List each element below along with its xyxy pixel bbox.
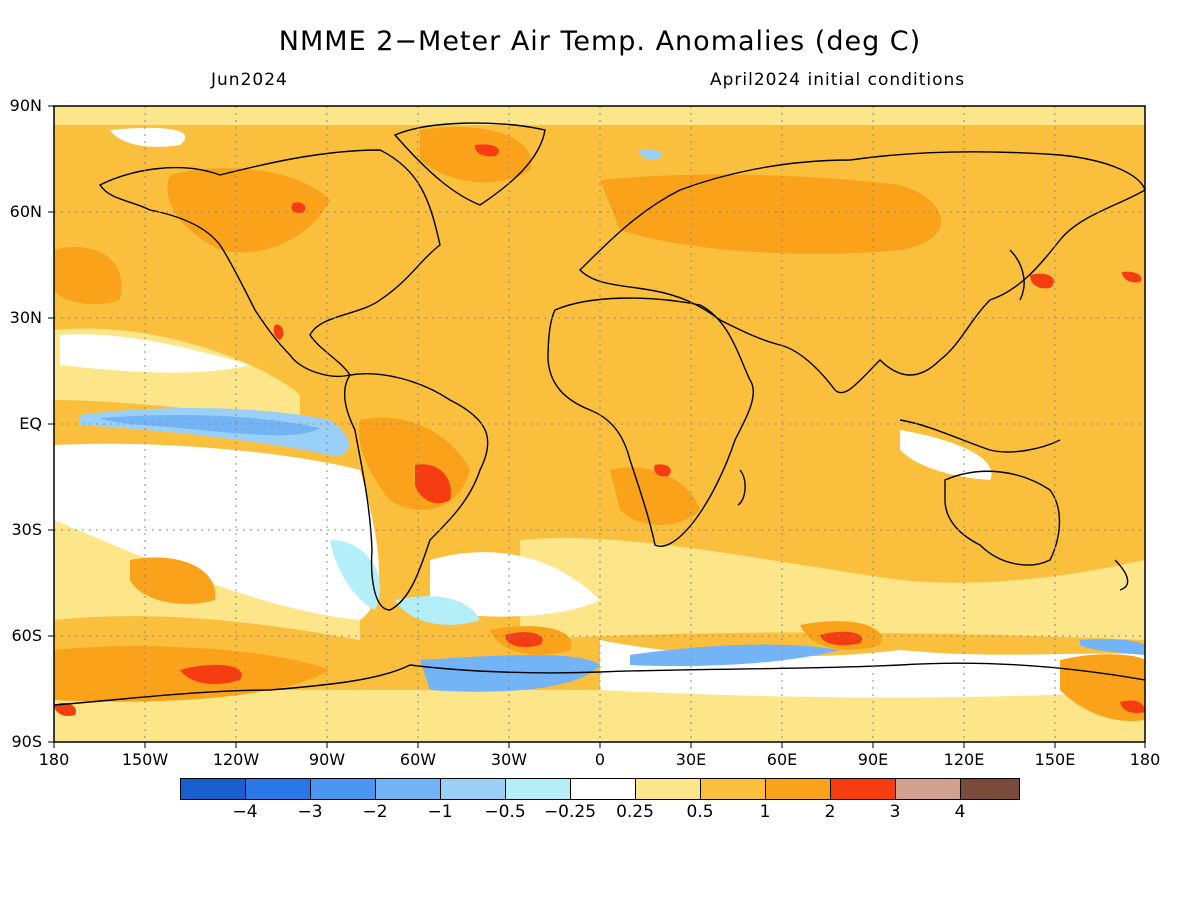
lon-label-180e: 180	[1129, 750, 1161, 769]
lon-label-90w: 90W	[308, 750, 346, 769]
colorbar-label: 1	[759, 802, 771, 822]
axis-ticks	[48, 105, 1146, 748]
warm-eurasia	[600, 174, 942, 254]
colorbar-label: −0.25	[543, 802, 597, 822]
lon-label-90e: 90E	[857, 750, 889, 769]
hot-antarctic-east	[1120, 700, 1145, 714]
lat-label-30n: 30N	[9, 308, 42, 327]
cool-chile-coast	[330, 540, 380, 610]
colorbar-swatch-8	[635, 778, 701, 800]
arctic-light-warm	[54, 106, 1145, 125]
initial-conditions: April2024 initial conditions	[710, 70, 966, 90]
coast-north-america	[98, 149, 441, 377]
coast-new-zealand	[1114, 559, 1129, 591]
coastlines	[54, 122, 1145, 706]
colorbar-label: −4	[232, 802, 258, 822]
colorbar-swatch-11	[830, 778, 896, 800]
lat-label-30s: 30S	[11, 520, 42, 539]
colorbar-label: −3	[297, 802, 323, 822]
warm-greenland	[420, 126, 532, 183]
lon-label-60w: 60W	[399, 750, 437, 769]
forecast-month: Jun2024	[211, 70, 288, 90]
neutral-south-atlantic	[430, 552, 600, 617]
map-title: NMME 2−Meter Air Temp. Anomalies (deg C)	[278, 26, 922, 57]
hot-japan	[1030, 273, 1054, 289]
colorbar-swatch-5	[440, 778, 506, 800]
colorbar-label: 0.25	[616, 802, 654, 822]
lon-label-30w: 30W	[490, 750, 528, 769]
hot-antarctic-west	[54, 703, 76, 716]
coast-japan	[1009, 249, 1025, 301]
colorbar-swatch-7	[570, 778, 636, 800]
colorbar-label: −0.5	[484, 802, 526, 822]
hot-amundsen	[180, 664, 242, 685]
hot-north-pacific-east	[1122, 271, 1142, 283]
hot-mexico	[273, 324, 284, 340]
colorbar-swatch-4	[375, 778, 441, 800]
colorbar-label: −2	[362, 802, 388, 822]
colorbar-swatch-6	[505, 778, 571, 800]
southern-ocean-light-warm	[520, 538, 1145, 640]
warm-southern-africa	[610, 467, 700, 525]
coast-madagascar	[737, 469, 746, 506]
cool-ross-sea	[1080, 639, 1145, 655]
warm-south-pacific	[130, 557, 216, 604]
hot-central-africa	[654, 464, 671, 477]
colorbar-label: 0.5	[686, 802, 714, 822]
lon-label-30e: 30E	[675, 750, 707, 769]
cool-southern-indian	[630, 644, 840, 667]
cool-arctic-patch	[639, 149, 663, 160]
coast-indonesia	[899, 419, 1061, 453]
neutral-indonesia	[900, 430, 992, 480]
colorbar-label: −1	[427, 802, 453, 822]
coast-greenland	[393, 122, 546, 206]
cool-equatorial-pacific-core	[100, 415, 320, 436]
colorbar-swatch-3	[310, 778, 376, 800]
lat-label-60s: 60S	[11, 626, 42, 645]
lon-label-120w: 120W	[212, 750, 260, 769]
colorbar-swatch-1	[180, 778, 246, 800]
graticule	[54, 106, 1145, 742]
lon-label-120e: 120E	[943, 750, 985, 769]
hot-south-atlantic	[505, 632, 543, 647]
hot-paraguay	[415, 464, 451, 504]
hot-hudson-bay	[291, 202, 306, 214]
lat-label-eq: EQ	[19, 414, 42, 433]
coast-eurasia	[579, 151, 1145, 394]
colorbar-swatch-2	[245, 778, 311, 800]
lat-label-90n: 90N	[9, 96, 42, 115]
colorbar-swatch-12	[895, 778, 961, 800]
coast-south-america	[343, 373, 489, 611]
warm-north-america	[167, 168, 330, 253]
colorbar-swatch-13	[960, 778, 1020, 800]
warm-north-pacific	[54, 247, 122, 305]
neutral-east-pacific	[60, 334, 250, 373]
neutral-arctic-patch	[110, 127, 186, 147]
coast-africa	[547, 297, 754, 547]
colorbar-swatch-9	[700, 778, 766, 800]
lon-label-180w: 180	[38, 750, 70, 769]
lon-label-60e: 60E	[766, 750, 798, 769]
lon-label-150e: 150E	[1034, 750, 1076, 769]
neutral-southern-ocean	[600, 640, 1145, 698]
colorbar-label: 3	[889, 802, 901, 822]
colorbar-swatch-10	[765, 778, 831, 800]
lat-label-90s: 90S	[11, 732, 42, 751]
hot-greenland	[474, 144, 499, 157]
lat-label-60n: 60N	[9, 202, 42, 221]
coast-australia	[944, 470, 1061, 566]
cool-drake-passage	[395, 596, 480, 625]
neutral-southeast-pacific	[54, 443, 379, 620]
coast-antarctica	[54, 662, 1145, 706]
lon-label-0: 0	[594, 750, 606, 769]
lon-label-150w: 150W	[121, 750, 169, 769]
cool-weddell-sea	[420, 655, 600, 692]
hot-south-indian	[820, 631, 863, 646]
colorbar-label: 4	[954, 802, 966, 822]
colorbar-label: 2	[824, 802, 836, 822]
